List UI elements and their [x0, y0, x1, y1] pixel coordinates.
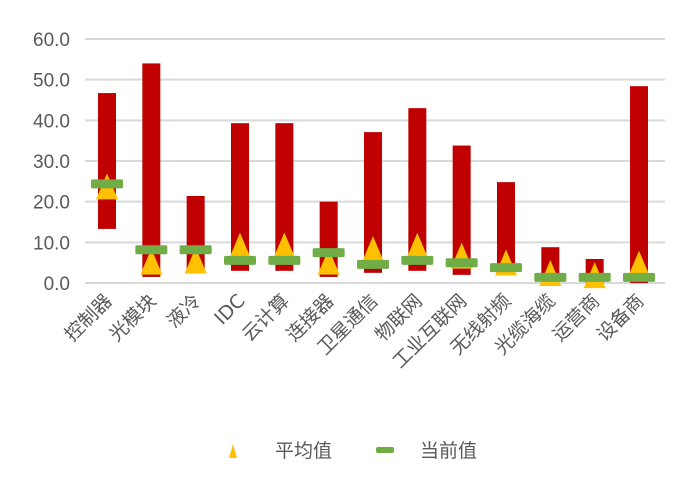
range-bar: [142, 63, 161, 277]
current-marker: [490, 263, 522, 273]
current-marker: [179, 245, 212, 255]
current-marker: [401, 255, 434, 265]
average-marker: [628, 250, 650, 277]
range-bar: [319, 201, 338, 277]
average-marker: [317, 248, 340, 275]
x-category-label: 运营商: [548, 290, 604, 346]
current-marker: [135, 245, 168, 255]
y-tick-label: 60.0: [33, 30, 70, 51]
average-marker: [273, 232, 296, 259]
current-markers: [91, 179, 655, 282]
current-marker: [623, 272, 655, 282]
range-bar: [497, 182, 515, 273]
dash-icon: [376, 447, 394, 453]
range-bars: [98, 63, 648, 283]
range-bar: [408, 108, 427, 271]
average-marker: [229, 232, 251, 259]
y-tick-label: 20.0: [33, 193, 70, 214]
triangle-icon: [229, 444, 237, 458]
current-marker: [91, 179, 123, 189]
range-bar: [364, 132, 382, 273]
current-marker: [357, 259, 389, 269]
average-marker: [406, 232, 429, 259]
current-marker: [224, 255, 256, 265]
current-marker: [534, 272, 567, 282]
range-bar: [98, 93, 116, 229]
legend-item-average: 平均值: [229, 440, 332, 462]
y-axis-ticks: 0.0 10.0 20.0 30.0 40.0 50.0 60.0: [33, 30, 70, 295]
current-marker: [268, 255, 301, 265]
y-tick-label: 0.0: [44, 274, 70, 295]
average-marker: [184, 247, 207, 274]
current-marker: [445, 258, 478, 268]
legend-label-current: 当前值: [420, 440, 477, 462]
average-marker: [362, 236, 384, 263]
x-category-label: 光模块: [105, 290, 161, 346]
current-marker: [578, 272, 611, 282]
x-category-label: 云计算: [238, 290, 294, 346]
legend: 平均值 当前值: [229, 440, 477, 462]
range-bar: [452, 145, 471, 275]
x-category-label: 控制器: [61, 290, 117, 346]
y-tick-label: 50.0: [33, 71, 70, 92]
y-tick-label: 10.0: [33, 233, 70, 254]
legend-item-current: 当前值: [376, 440, 477, 462]
y-tick-label: 30.0: [33, 152, 70, 173]
range-bar: [231, 123, 249, 271]
average-marker: [140, 248, 163, 275]
current-marker: [312, 248, 345, 258]
y-tick-label: 40.0: [33, 111, 70, 132]
x-category-label: 设备商: [593, 290, 649, 346]
x-category-label: 液冷: [163, 290, 205, 332]
legend-label-average: 平均值: [275, 440, 332, 462]
range-bar: [275, 123, 294, 271]
range-bar: [630, 86, 648, 283]
